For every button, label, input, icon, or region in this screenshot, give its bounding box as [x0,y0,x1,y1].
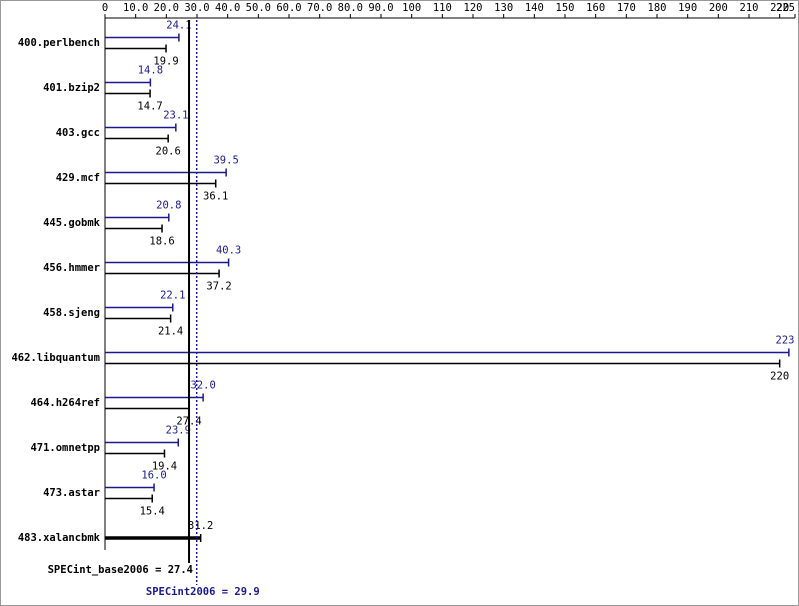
value-label: 21.4 [158,326,183,338]
x-tick-label: 170 [617,2,636,14]
value-label: 23.1 [163,110,188,122]
value-label: 14.8 [138,65,163,77]
reference-label: SPECint_base2006 = 27.4 [48,564,193,576]
value-label: 220 [770,371,789,383]
x-tick-label: 190 [678,2,697,14]
x-tick-label: 200 [709,2,728,14]
x-tick-label: 160 [586,2,605,14]
x-tick-label: 150 [556,2,575,14]
value-label: 23.9 [166,425,191,437]
x-tick-label: 120 [464,2,483,14]
category-label: 458.sjeng [43,307,100,319]
value-label: 37.2 [206,281,231,293]
x-tick-label: 180 [648,2,667,14]
x-tick-label: 70.0 [307,2,332,14]
value-label: 24.1 [166,20,191,32]
x-tick-label: 10.0 [123,2,148,14]
x-tick-label: 30.0 [184,2,209,14]
x-tick-label: 20.0 [154,2,179,14]
category-label: 464.h264ref [30,397,100,409]
x-tick-label: 140 [525,2,544,14]
value-label: 22.1 [160,290,185,302]
value-label: 18.6 [149,236,174,248]
value-label: 36.1 [203,191,228,203]
category-label: 471.omnetpp [30,442,100,454]
value-label: 20.6 [156,146,181,158]
value-label: 223 [776,335,795,347]
x-tick-label: 130 [494,2,513,14]
value-label: 20.8 [156,200,181,212]
category-label: 429.mcf [56,172,100,184]
value-label: 14.7 [137,101,162,113]
x-tick-label: 80.0 [338,2,363,14]
value-label: 16.0 [141,470,166,482]
category-label: 400.perlbench [18,37,100,49]
value-label: 19.9 [153,56,178,68]
value-label: 32.0 [190,380,215,392]
x-tick-label: 210 [740,2,759,14]
category-label: 473.astar [43,487,100,499]
category-label: 445.gobmk [43,217,101,229]
x-tick-label: 50.0 [246,2,271,14]
reference-label: SPECint2006 = 29.9 [146,586,260,598]
x-tick-label: 0 [102,2,108,14]
category-label: 483.xalancbmk [18,532,101,544]
x-tick-label: 110 [433,2,452,14]
x-tick-label: 100 [402,2,421,14]
x-tick-label: 40.0 [215,2,240,14]
category-label: 456.hmmer [43,262,100,274]
category-label: 401.bzip2 [43,82,100,94]
category-label: 403.gcc [56,127,100,139]
value-label: 19.4 [152,461,177,473]
x-tick-label: 220 [770,2,789,14]
x-tick-label: 60.0 [276,2,301,14]
x-tick-label: 225 [776,2,795,14]
value-label: 40.3 [216,245,241,257]
value-label: 39.5 [213,155,238,167]
category-label: 462.libquantum [11,352,100,364]
value-label: 31.2 [188,520,213,532]
value-label: 15.4 [140,506,165,518]
x-tick-label: 90.0 [368,2,393,14]
